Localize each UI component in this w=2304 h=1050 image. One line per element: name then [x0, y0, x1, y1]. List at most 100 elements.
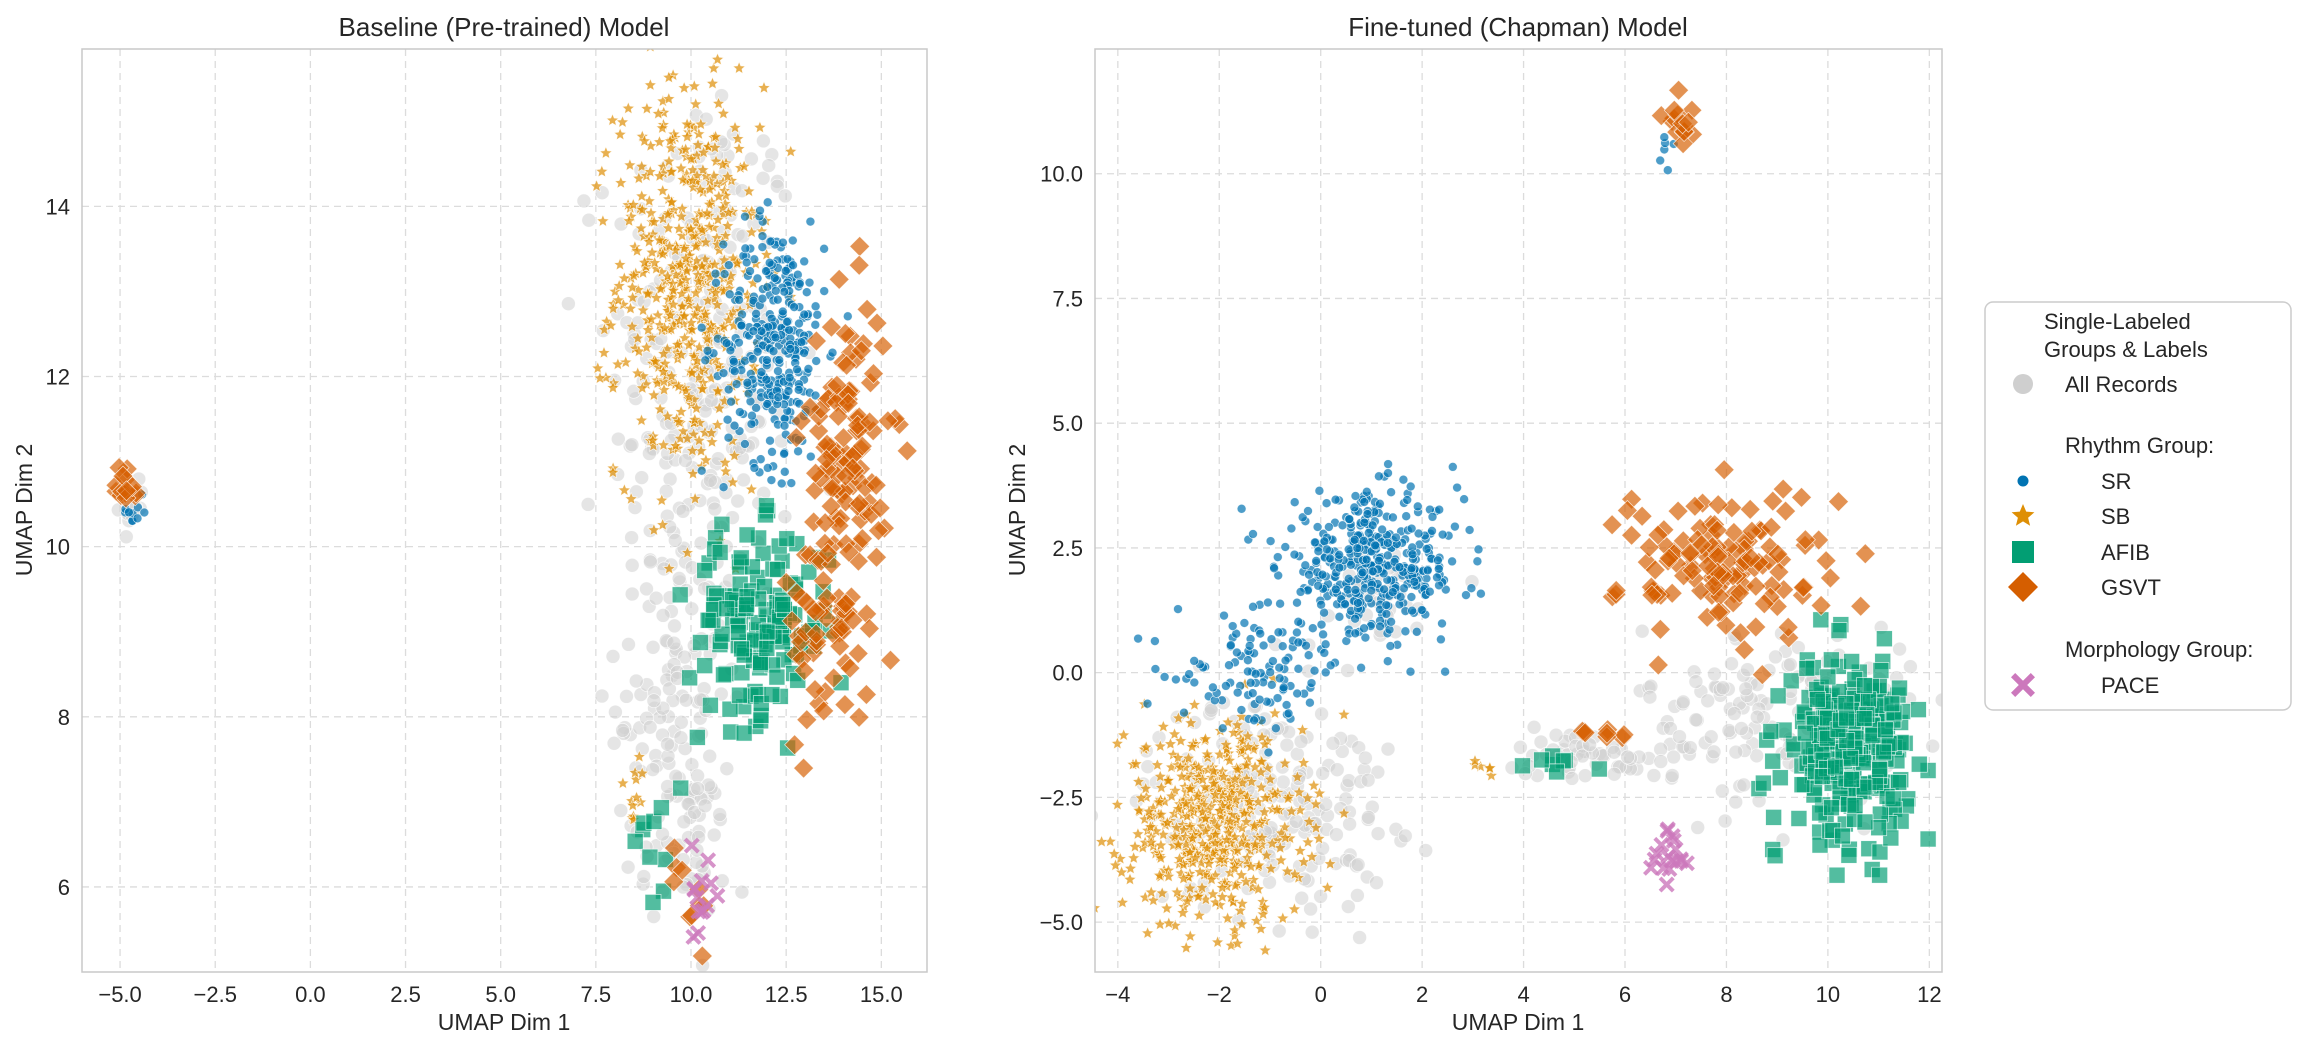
point-sb: [684, 365, 700, 380]
point-sb: [1219, 832, 1234, 847]
point-sb: [1170, 884, 1185, 899]
point-all-records: [627, 500, 643, 515]
point-sb: [1249, 913, 1264, 927]
x-tick-label: −5.0: [98, 982, 141, 1007]
point-sb: [685, 173, 700, 187]
point-sr: [1464, 525, 1475, 535]
point-sb: [688, 285, 703, 300]
point-all-records: [1706, 744, 1722, 760]
point-afib: [1872, 662, 1890, 679]
point-pace: [1661, 861, 1678, 877]
point-sb: [1200, 841, 1215, 855]
point-sb: [1253, 764, 1268, 779]
point-sb: [656, 437, 671, 452]
point-sb: [707, 140, 722, 154]
point-sr: [1662, 165, 1673, 176]
point-all-records: [714, 873, 730, 889]
point-all-records: [1329, 827, 1344, 842]
point-afib: [738, 596, 755, 614]
point-all-records: [1768, 649, 1783, 665]
point-sr: [1370, 540, 1380, 551]
point-sb: [1115, 895, 1130, 909]
point-all-records: [761, 158, 777, 173]
point-sr: [721, 338, 732, 349]
legend-all-records-label: All Records: [2065, 372, 2177, 397]
point-sb: [666, 283, 681, 297]
point-all-records: [673, 714, 689, 730]
point-sb: [677, 308, 692, 323]
point-sb: [1154, 780, 1169, 794]
point-gsvt: [835, 465, 856, 487]
point-afib: [671, 586, 689, 604]
point-all-records: [1736, 777, 1752, 793]
point-sb: [1163, 736, 1178, 751]
point-sb: [661, 70, 676, 84]
point-gsvt: [1828, 491, 1849, 513]
point-sb: [708, 285, 723, 300]
point-sb: [626, 197, 641, 211]
point-sr: [796, 337, 807, 348]
point-sr: [1382, 538, 1393, 548]
point-sb: [668, 438, 683, 452]
point-afib: [1883, 695, 1901, 713]
point-gsvt: [813, 700, 835, 722]
point-all-records: [1293, 734, 1309, 749]
x-tick-label: 2: [1416, 982, 1428, 1007]
point-sr: [1358, 535, 1369, 546]
point-all-records: [1682, 740, 1698, 755]
point-afib: [769, 561, 786, 578]
point-sb: [666, 297, 681, 311]
point-all-records: [1340, 663, 1355, 678]
point-sr: [1413, 528, 1424, 539]
point-sr: [1374, 555, 1384, 566]
point-sb: [1131, 803, 1146, 817]
point-afib: [1771, 769, 1789, 787]
point-sr: [1407, 605, 1417, 616]
point-gsvt: [1741, 520, 1763, 542]
point-gsvt: [856, 298, 878, 320]
legend-afib-marker: [2012, 541, 2034, 563]
point-sb: [710, 417, 725, 432]
point-all-records: [1548, 727, 1564, 743]
point-afib: [1766, 847, 1784, 865]
point-sr: [1289, 549, 1300, 560]
point-afib: [1830, 622, 1848, 639]
point-afib: [1811, 836, 1829, 854]
point-all-records: [655, 608, 671, 623]
point-sb: [1192, 864, 1208, 879]
point-sr: [711, 277, 721, 288]
point-sb: [1308, 820, 1324, 834]
point-afib: [758, 497, 775, 515]
point-sr: [1184, 669, 1194, 680]
point-sr: [1461, 590, 1471, 600]
point-sb: [677, 241, 692, 255]
point-sb: [689, 401, 704, 415]
point-sr: [1265, 667, 1276, 678]
point-sr: [768, 346, 779, 357]
point-sb: [687, 412, 702, 426]
point-afib: [1919, 830, 1937, 848]
point-sr: [1437, 618, 1447, 629]
point-gsvt: [1613, 724, 1635, 746]
point-sr: [1317, 569, 1328, 580]
point-sb: [721, 205, 736, 219]
point-sr: [1273, 570, 1284, 581]
point-sb: [1182, 844, 1197, 859]
point-sb: [1227, 771, 1243, 786]
point-sb: [656, 364, 671, 378]
point-afib: [1875, 743, 1893, 761]
point-gsvt: [820, 316, 842, 338]
point-sb: [1164, 788, 1179, 803]
point-all-records: [1350, 888, 1365, 903]
point-all-records: [724, 11, 738, 25]
point-all-records: [1688, 674, 1704, 689]
point-all-records: [1606, 766, 1622, 782]
point-sb: [1265, 836, 1280, 850]
point-sb: [1244, 774, 1259, 788]
point-sr: [1655, 155, 1666, 166]
point-sr: [1387, 587, 1398, 597]
point-sb: [643, 77, 658, 92]
point-all-records: [758, 10, 772, 24]
point-sb: [663, 133, 678, 148]
point-sr: [783, 386, 794, 396]
